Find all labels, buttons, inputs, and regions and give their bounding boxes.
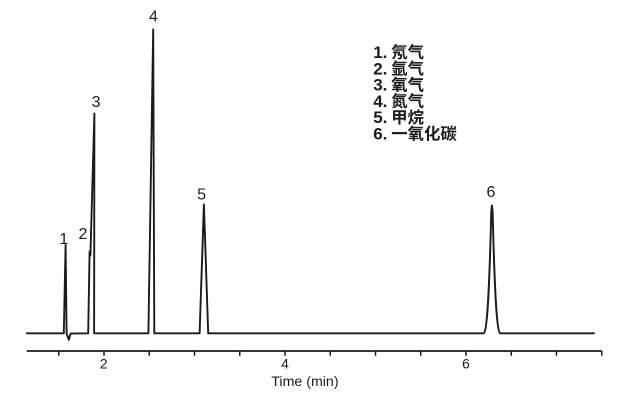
svg-text:4.: 4.	[373, 92, 387, 111]
svg-text:6: 6	[462, 357, 470, 372]
svg-text:3: 3	[92, 94, 101, 111]
svg-text:3.: 3.	[373, 76, 387, 95]
svg-text:6: 6	[487, 184, 496, 201]
svg-text:4: 4	[281, 357, 289, 372]
svg-text:1: 1	[59, 231, 68, 248]
svg-text:2: 2	[79, 226, 88, 243]
svg-text:6.: 6.	[373, 125, 387, 144]
svg-text:2: 2	[100, 357, 108, 372]
svg-text:2.: 2.	[373, 59, 387, 78]
svg-text:5: 5	[197, 187, 206, 204]
svg-text:Time (min): Time (min)	[271, 374, 338, 390]
svg-text:1.: 1.	[373, 43, 387, 62]
svg-text:5.: 5.	[373, 108, 387, 127]
svg-text:4: 4	[149, 9, 158, 26]
